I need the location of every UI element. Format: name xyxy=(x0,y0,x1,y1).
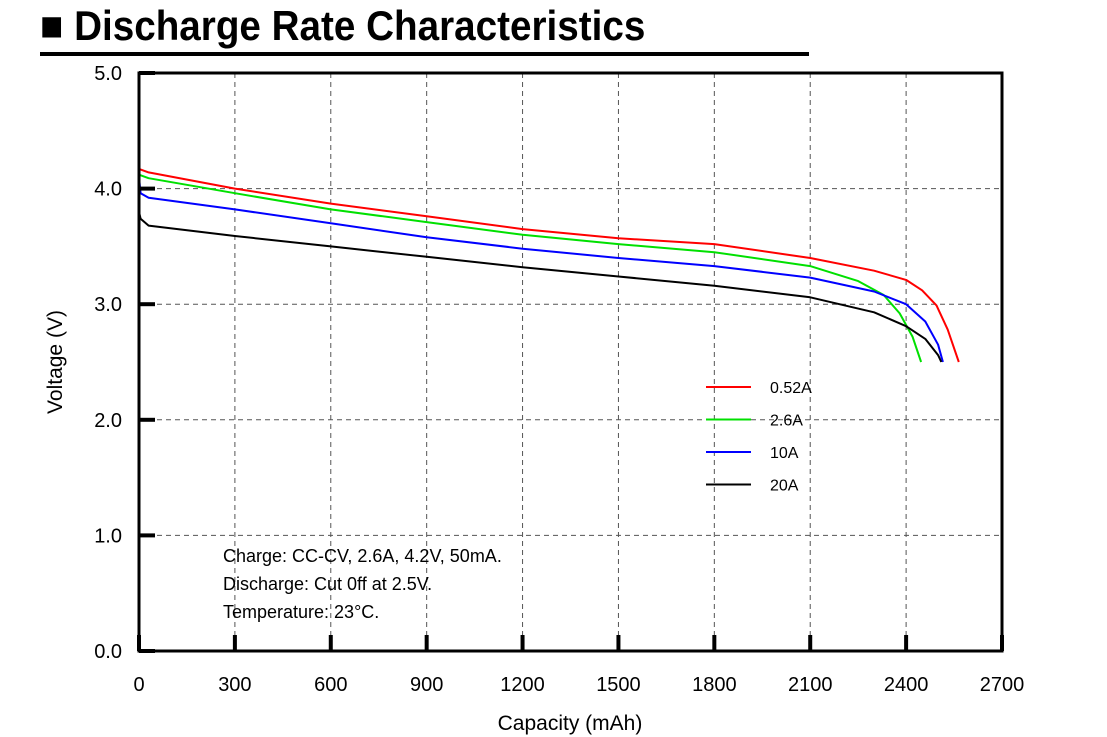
y-tick-label: 5.0 xyxy=(94,63,122,85)
chart-title: ■ Discharge Rate Characteristics xyxy=(40,2,646,49)
legend-label: 2.6A xyxy=(770,413,803,430)
ticks: 0 300 600 900 1200 1500 1800 2100 2400 2700 0.0 1.0… xyxy=(94,63,1024,696)
x-tick-label: 2700 xyxy=(980,674,1025,696)
x-tick-label: 900 xyxy=(410,674,443,696)
x-axis-label: Capacity (mAh) xyxy=(498,712,643,735)
y-axis-label: Voltage (V) xyxy=(44,310,67,414)
series-line-20A xyxy=(138,211,943,363)
y-tick-label: 4.0 xyxy=(94,179,122,201)
series-line-0.52A xyxy=(138,167,960,363)
series-line-2.6A xyxy=(138,173,923,363)
annotation-line: Temperature: 23°C. xyxy=(223,602,379,622)
annotation-line: Discharge: Cut 0ff at 2.5V. xyxy=(223,574,432,594)
y-tick-label: 2.0 xyxy=(94,410,122,432)
title-underline xyxy=(40,52,809,56)
x-tick-label: 1200 xyxy=(500,674,545,696)
series-line-10A xyxy=(138,176,944,363)
x-tick-label: 1500 xyxy=(596,674,641,696)
x-tick-label: 0 xyxy=(133,674,144,696)
annotation-line: Charge: CC-CV, 2.6A, 4.2V, 50mA. xyxy=(223,546,502,566)
y-tick-label: 3.0 xyxy=(94,294,122,316)
series-lines xyxy=(138,167,960,363)
plot-frame xyxy=(137,71,1004,653)
x-tick-label: 2400 xyxy=(884,674,929,696)
legend: 0.52A 2.6A 10A 20A xyxy=(706,380,812,495)
x-tick-label: 300 xyxy=(218,674,251,696)
notes: Charge: CC-CV, 2.6A, 4.2V, 50mA. Discharg… xyxy=(223,546,502,622)
x-tick-label: 600 xyxy=(314,674,347,696)
y-tick-label: 0.0 xyxy=(94,641,122,663)
legend-label: 0.52A xyxy=(770,380,812,397)
x-tick-label: 1800 xyxy=(692,674,737,696)
x-tick-label: 2100 xyxy=(788,674,833,696)
grid xyxy=(139,73,1002,651)
legend-label: 20A xyxy=(770,478,799,495)
y-tick-label: 1.0 xyxy=(94,525,122,547)
legend-label: 10A xyxy=(770,445,799,462)
